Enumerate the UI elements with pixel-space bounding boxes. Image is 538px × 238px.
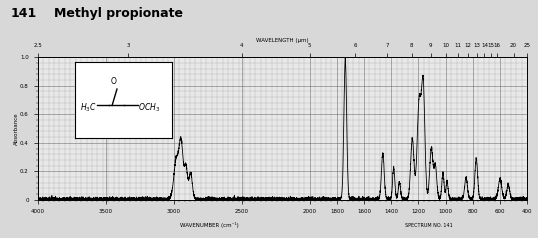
Y-axis label: Absorbance: Absorbance [13,112,18,145]
Text: WAVENUMBER (cm⁻¹): WAVENUMBER (cm⁻¹) [180,223,238,228]
Text: SPECTRUM NO. 141: SPECTRUM NO. 141 [406,223,453,228]
Text: $H_3C$: $H_3C$ [80,101,97,114]
Text: Methyl propionate: Methyl propionate [54,7,183,20]
Text: $OCH_3$: $OCH_3$ [138,101,160,114]
X-axis label: WAVELENGTH (μm): WAVELENGTH (μm) [256,38,309,43]
Text: O: O [111,77,117,86]
Text: 141: 141 [11,7,37,20]
